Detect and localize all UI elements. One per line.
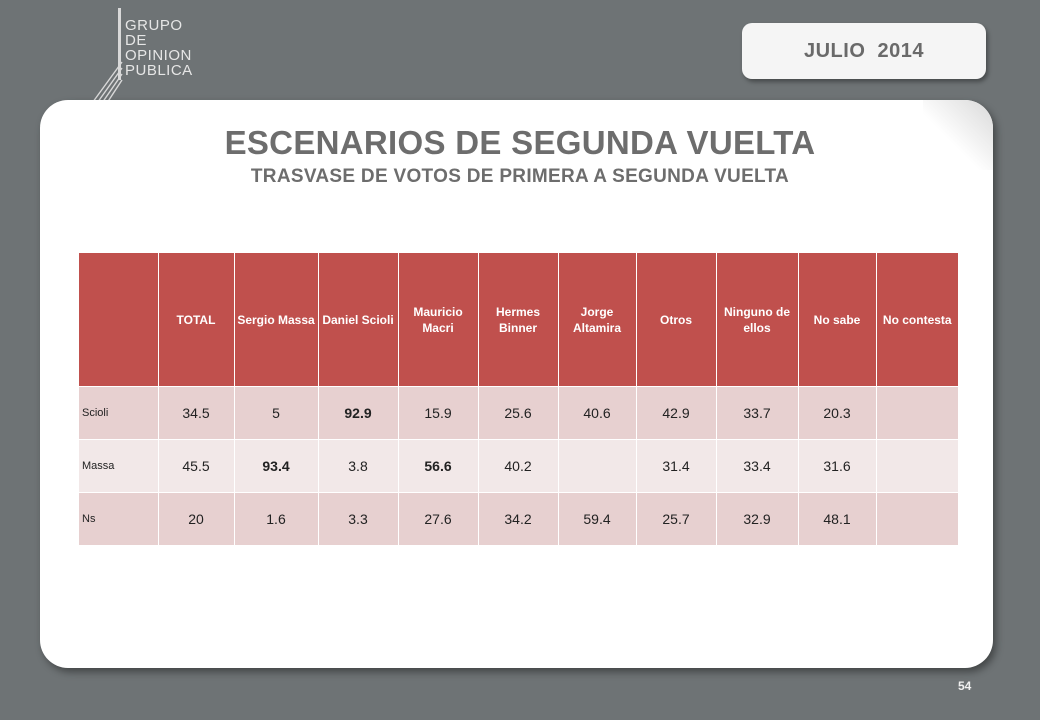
table-cell: 3.8 [317, 439, 398, 493]
table-cell: 59.4 [557, 492, 636, 545]
header-cell-no-contesta: No contesta [875, 253, 958, 387]
row-label: Ns [79, 492, 158, 545]
header-cell-no-sabe: No sabe [797, 253, 876, 387]
table-row: Ns 20 1.6 3.3 27.6 34.2 59.4 25.7 32.9 4… [79, 492, 958, 545]
table-cell: 33.7 [715, 386, 798, 440]
page-subtitle: TRASVASE DE VOTOS DE PRIMERA A SEGUNDA V… [250, 166, 790, 187]
logo-line-2: DE [125, 32, 147, 49]
header-cell-empty [79, 253, 158, 387]
table-cell [875, 492, 958, 545]
table-cell [875, 439, 958, 493]
table-cell: 56.6 [397, 439, 478, 493]
row-label: Massa [79, 439, 158, 493]
header-cell-mauricio-macri: Mauricio Macri [397, 253, 478, 387]
table-cell: 93.4 [233, 439, 318, 493]
table-cell: 25.6 [477, 386, 558, 440]
page-number: 54 [958, 679, 972, 693]
logo-line-1: GRUPO [125, 17, 183, 34]
table-cell: 40.6 [557, 386, 636, 440]
logo-text: GRUPO DE OPINION PUBLICA [125, 18, 193, 78]
table-cell: 20 [157, 492, 234, 545]
table-cell: 40.2 [477, 439, 558, 493]
page-title: ESCENARIOS DE SEGUNDA VUELTA [224, 124, 816, 161]
header-cell-total: TOTAL [157, 253, 234, 387]
header-cell-daniel-scioli: Daniel Scioli [317, 253, 398, 387]
table-cell: 33.4 [715, 439, 798, 493]
table-cell: 15.9 [397, 386, 478, 440]
header-cell-hermes-binner: Hermes Binner [477, 253, 558, 387]
table-cell: 31.6 [797, 439, 876, 493]
row-label: Scioli [79, 386, 158, 440]
table-row: Scioli 34.5 5 92.9 15.9 25.6 40.6 42.9 3… [79, 386, 958, 440]
date-label: JULIO 2014 [803, 39, 924, 62]
header-cell-otros: Otros [635, 253, 716, 387]
table-cell: 32.9 [715, 492, 798, 545]
vote-transfer-table: TOTAL Sergio Massa Daniel Scioli Maurici… [79, 253, 958, 545]
table-cell [557, 439, 636, 493]
table-cell [875, 386, 958, 440]
header-cell-ninguno: Ninguno de ellos [715, 253, 798, 387]
table-cell: 34.5 [157, 386, 234, 440]
table-cell: 48.1 [797, 492, 876, 545]
table-cell: 25.7 [635, 492, 716, 545]
table-cell: 3.3 [317, 492, 398, 545]
logo-stripes-icon [89, 61, 123, 107]
table-row: Massa 45.5 93.4 3.8 56.6 40.2 31.4 33.4 … [79, 439, 958, 493]
page-curl [923, 100, 993, 170]
table-cell: 31.4 [635, 439, 716, 493]
table-cell: 45.5 [157, 439, 234, 493]
header-cell-sergio-massa: Sergio Massa [233, 253, 318, 387]
table-cell: 20.3 [797, 386, 876, 440]
table-cell: 5 [233, 386, 318, 440]
table-cell: 92.9 [317, 386, 398, 440]
logo-bar [118, 8, 121, 80]
logo-line-3: OPINION [125, 47, 192, 64]
table-cell: 1.6 [233, 492, 318, 545]
table-cell: 42.9 [635, 386, 716, 440]
date-badge: JULIO 2014 [742, 23, 986, 79]
header-cell-jorge-altamira: Jorge Altamira [557, 253, 636, 387]
logo-line-4: PUBLICA [125, 62, 193, 79]
grupo-opinion-publica-logo: GRUPO DE OPINION PUBLICA [88, 8, 218, 108]
table-cell: 27.6 [397, 492, 478, 545]
table-header-row: TOTAL Sergio Massa Daniel Scioli Maurici… [79, 253, 958, 387]
table-cell: 34.2 [477, 492, 558, 545]
